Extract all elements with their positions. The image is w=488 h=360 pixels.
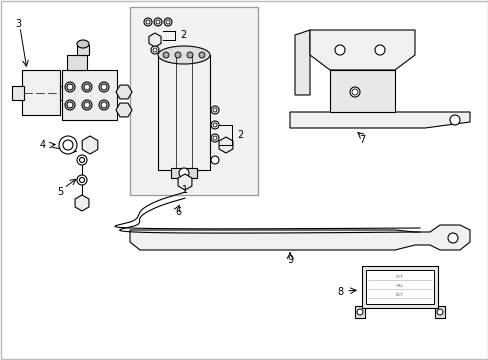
Circle shape [101, 84, 107, 90]
Circle shape [210, 156, 219, 164]
Polygon shape [116, 85, 132, 99]
Bar [60, 86, 70, 100]
Circle shape [77, 175, 87, 185]
Circle shape [334, 45, 345, 55]
Circle shape [153, 48, 157, 52]
Circle shape [101, 102, 107, 108]
Polygon shape [75, 195, 89, 211]
Circle shape [59, 136, 77, 154]
Circle shape [349, 87, 359, 97]
Circle shape [80, 177, 84, 183]
Circle shape [156, 20, 160, 24]
Circle shape [82, 100, 92, 110]
Circle shape [213, 136, 217, 140]
Circle shape [65, 100, 75, 110]
Text: CRL: CRL [395, 284, 403, 288]
Circle shape [351, 89, 357, 95]
Circle shape [63, 140, 73, 150]
Bar [77, 45, 89, 55]
Circle shape [143, 18, 152, 26]
Text: ECT: ECT [395, 293, 403, 297]
Bar [361, 266, 437, 308]
Polygon shape [219, 137, 232, 153]
Polygon shape [149, 33, 161, 47]
Circle shape [210, 134, 219, 142]
Circle shape [65, 82, 75, 92]
Circle shape [213, 123, 217, 127]
Circle shape [165, 20, 170, 24]
Bar [434, 306, 444, 318]
Bar [354, 306, 364, 318]
Circle shape [213, 108, 217, 112]
Ellipse shape [158, 46, 209, 64]
Polygon shape [289, 112, 469, 128]
Text: 8: 8 [336, 287, 343, 297]
Bar [67, 55, 87, 70]
Bar [158, 55, 209, 170]
Text: 3: 3 [15, 19, 21, 29]
Circle shape [77, 155, 87, 165]
Circle shape [99, 82, 109, 92]
Text: 9: 9 [286, 255, 292, 265]
Circle shape [186, 52, 193, 58]
Circle shape [374, 45, 384, 55]
Text: 2: 2 [236, 130, 243, 140]
Circle shape [449, 115, 459, 125]
Polygon shape [294, 30, 309, 95]
Circle shape [163, 52, 169, 58]
Circle shape [210, 106, 219, 114]
Circle shape [67, 102, 73, 108]
Bar [22, 70, 60, 115]
Polygon shape [130, 225, 469, 250]
Circle shape [154, 18, 162, 26]
Circle shape [99, 100, 109, 110]
Polygon shape [116, 103, 132, 117]
Text: 2: 2 [180, 30, 186, 40]
Circle shape [199, 52, 204, 58]
Bar [62, 70, 117, 120]
Bar [130, 7, 258, 195]
Text: 1: 1 [182, 185, 188, 195]
Polygon shape [178, 174, 191, 190]
Circle shape [67, 84, 73, 90]
Bar [365, 270, 433, 304]
Circle shape [151, 46, 159, 54]
Circle shape [447, 233, 457, 243]
Circle shape [356, 309, 362, 315]
Circle shape [179, 168, 189, 178]
Circle shape [436, 309, 442, 315]
Polygon shape [329, 70, 394, 112]
Text: 7: 7 [358, 135, 365, 145]
Circle shape [146, 20, 150, 24]
Text: 4: 4 [40, 140, 46, 150]
Text: OFF: OFF [395, 275, 403, 279]
Circle shape [82, 82, 92, 92]
Ellipse shape [77, 40, 89, 48]
Circle shape [163, 18, 172, 26]
Text: 6: 6 [175, 207, 181, 217]
Circle shape [175, 52, 181, 58]
Bar [12, 86, 24, 100]
Circle shape [80, 157, 84, 162]
Polygon shape [309, 30, 414, 70]
Polygon shape [82, 136, 98, 154]
Circle shape [84, 84, 90, 90]
Text: 5: 5 [57, 187, 63, 197]
Circle shape [210, 121, 219, 129]
Circle shape [84, 102, 90, 108]
Bar [171, 168, 197, 178]
